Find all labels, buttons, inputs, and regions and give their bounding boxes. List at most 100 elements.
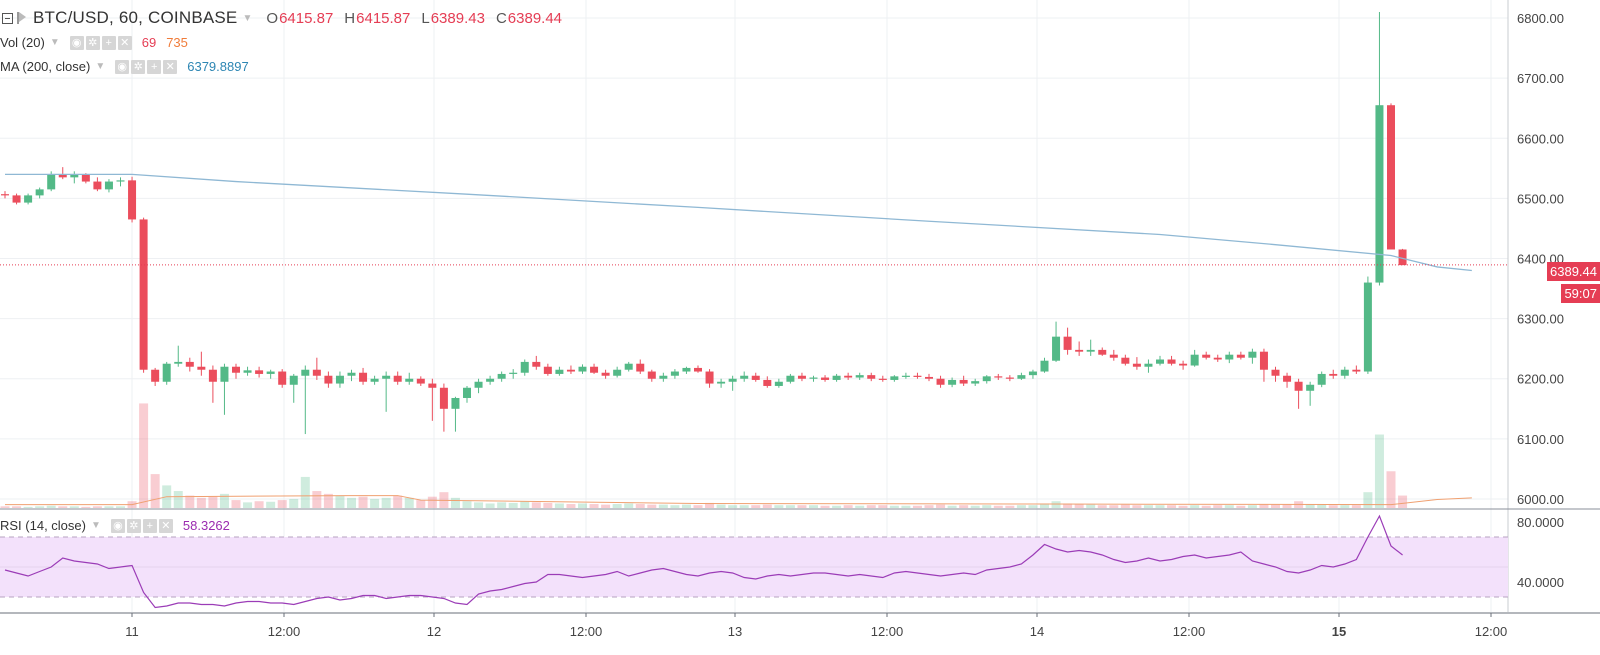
candle-body — [1363, 282, 1372, 372]
chevron-down-icon[interactable]: ▼ — [49, 37, 60, 48]
volume-bar — [982, 505, 992, 508]
candle-up — [1052, 321, 1061, 362]
candle-body — [728, 378, 737, 382]
candle-body — [913, 375, 922, 377]
volume-bar — [508, 502, 518, 508]
volume-bar — [1386, 471, 1396, 508]
eye-icon[interactable]: ◉ — [115, 59, 130, 74]
candle-body — [151, 369, 160, 382]
candle-down — [151, 367, 160, 386]
candle-up — [1225, 351, 1234, 364]
price-axis-tick-label: 6200.00 — [1517, 372, 1564, 387]
low-value: 6389.43 — [430, 9, 485, 27]
candle-up — [70, 171, 79, 184]
close-icon[interactable]: ✕ — [158, 518, 173, 533]
candle-body — [1179, 363, 1188, 366]
candle-up — [682, 366, 691, 374]
volume-bar — [751, 505, 761, 508]
eye-icon[interactable]: ◉ — [110, 518, 125, 533]
candle-up — [948, 377, 957, 388]
volume-bar — [347, 497, 356, 508]
candle-body — [774, 381, 783, 386]
volume-bar — [289, 498, 299, 508]
candle-body — [70, 174, 79, 178]
flag-icon[interactable] — [17, 12, 27, 24]
candle-body — [220, 366, 229, 382]
candle-up — [220, 363, 229, 415]
volume-bar — [323, 493, 333, 508]
candle-body — [751, 375, 760, 380]
volume-bar — [243, 502, 253, 508]
candle-body — [24, 195, 33, 203]
volume-bar — [624, 503, 634, 508]
candle-down — [751, 372, 760, 382]
gear-icon[interactable]: ✲ — [85, 35, 100, 50]
volume-bar — [219, 493, 229, 508]
gear-icon[interactable]: ✲ — [131, 59, 146, 74]
candle-body — [520, 361, 529, 373]
volume-bar — [404, 497, 414, 508]
candle-down — [1213, 354, 1222, 362]
candle-body — [1190, 354, 1199, 366]
volume-bar — [531, 502, 541, 508]
price-axis-tick-label: 6800.00 — [1517, 11, 1564, 26]
collapse-legend-button[interactable] — [2, 12, 13, 24]
plus-icon[interactable]: + — [147, 59, 162, 74]
chevron-down-icon[interactable]: ▼ — [95, 61, 106, 72]
candle-body — [948, 379, 957, 385]
candle-body — [1156, 359, 1164, 364]
close-icon[interactable]: ✕ — [163, 59, 178, 74]
close-icon[interactable]: ✕ — [117, 35, 132, 50]
volume-bar — [300, 476, 310, 508]
volume-bar — [889, 505, 899, 508]
candle-body — [47, 174, 56, 190]
candle-up — [1017, 372, 1026, 380]
candle-body — [58, 174, 67, 178]
volume-indicator-name[interactable]: Vol (20) — [0, 35, 45, 50]
candle-down — [255, 366, 264, 378]
volume-bar — [358, 496, 368, 508]
candle-body — [428, 383, 437, 388]
chevron-down-icon[interactable]: ▼ — [242, 12, 253, 24]
gear-icon[interactable]: ✲ — [126, 518, 141, 533]
candle-body — [543, 366, 552, 374]
candle-body — [1086, 349, 1095, 352]
volume-bar — [254, 501, 264, 508]
ma-legend: MA (200, close) ▼ ◉ ✲ + ✕ 6379.8897 — [0, 59, 249, 74]
candle-up — [728, 375, 737, 391]
candle-down — [128, 176, 137, 223]
candle-up — [1040, 357, 1049, 373]
ma-value: 6379.8897 — [187, 59, 249, 74]
rsi-axis-tick-label: 80.0000 — [1517, 515, 1564, 530]
volume-bar — [647, 504, 657, 508]
volume-bar — [462, 501, 472, 508]
volume-bar — [1190, 505, 1200, 508]
candle-up — [243, 366, 252, 376]
eye-icon[interactable]: ◉ — [69, 35, 84, 50]
candle-down — [590, 363, 599, 374]
ma-indicator-name[interactable]: MA (200, close) — [0, 59, 91, 74]
time-axis-tick-label: 13 — [728, 624, 742, 639]
volume-bar — [1040, 503, 1049, 508]
plus-icon[interactable]: + — [142, 518, 157, 533]
candle-up — [451, 396, 460, 432]
time-axis-tick-label: 12:00 — [871, 624, 904, 639]
candle-up — [670, 369, 679, 379]
candle-down — [1, 191, 9, 199]
candle-body — [12, 195, 21, 203]
candle-body — [359, 372, 368, 382]
volume-value: 69 — [141, 35, 157, 50]
rsi-indicator-name[interactable]: RSI (14, close) — [0, 518, 86, 533]
symbol-label[interactable]: BTC/USD, 60, COINBASE — [33, 8, 238, 27]
chevron-down-icon[interactable]: ▼ — [90, 520, 101, 531]
plus-icon[interactable]: + — [101, 35, 116, 50]
volume-bar — [173, 491, 183, 508]
time-axis-tick-label: 15 — [1332, 624, 1346, 639]
candle-body — [971, 381, 980, 384]
rsi-legend: RSI (14, close) ▼ ◉ ✲ + ✕ 58.3262 — [0, 518, 230, 533]
candle-down — [867, 372, 876, 382]
volume-bar — [728, 505, 738, 508]
volume-bar — [635, 504, 645, 508]
candle-down — [232, 363, 240, 379]
